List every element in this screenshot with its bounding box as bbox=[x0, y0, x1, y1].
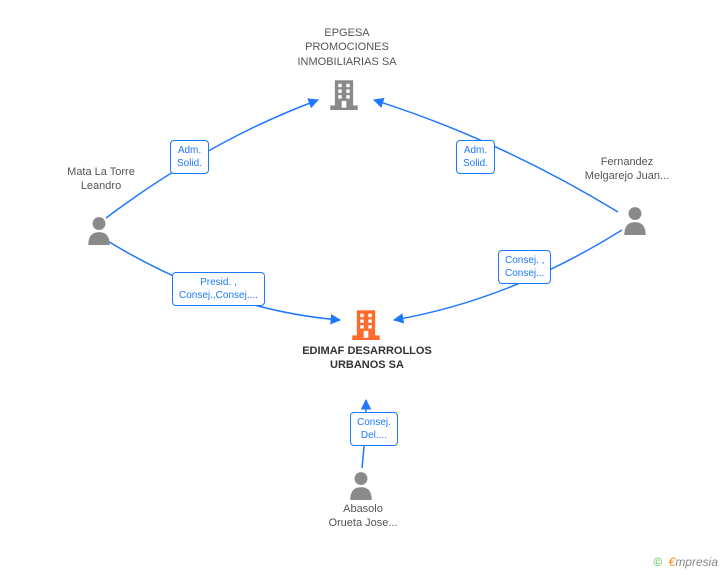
person-icon-abasolo[interactable] bbox=[348, 470, 374, 500]
node-label-mata: Mata La Torre Leandro bbox=[66, 165, 136, 194]
node-label-fernandez: Fernandez Melgarejo Juan... bbox=[582, 155, 672, 184]
copyright-symbol: © bbox=[653, 555, 662, 569]
watermark: © €mpresia bbox=[653, 555, 718, 569]
building-icon-edimaf[interactable] bbox=[352, 308, 380, 340]
edge-label-fernandez-edimaf: Consej. , Consej... bbox=[498, 250, 551, 284]
person-icon-fernandez[interactable] bbox=[622, 205, 648, 235]
building-icon-epgesa[interactable] bbox=[330, 78, 358, 110]
brand-rest: mpresia bbox=[675, 555, 718, 569]
edge-mata-epgesa bbox=[106, 100, 318, 218]
node-label-abasolo: Abasolo Orueta Jose... bbox=[328, 502, 398, 531]
edge-label-mata-edimaf: Presid. , Consej.,Consej.... bbox=[172, 272, 265, 306]
person-icon-mata[interactable] bbox=[86, 215, 112, 245]
edge-label-mata-epgesa: Adm. Solid. bbox=[170, 140, 209, 174]
edge-label-fernandez-epgesa: Adm. Solid. bbox=[456, 140, 495, 174]
edge-label-abasolo-edimaf: Consej. Del.... bbox=[350, 412, 398, 446]
node-label-epgesa: EPGESA PROMOCIONES INMOBILIARIAS SA bbox=[282, 26, 412, 69]
node-label-edimaf: EDIMAF DESARROLLOS URBANOS SA bbox=[302, 344, 432, 373]
